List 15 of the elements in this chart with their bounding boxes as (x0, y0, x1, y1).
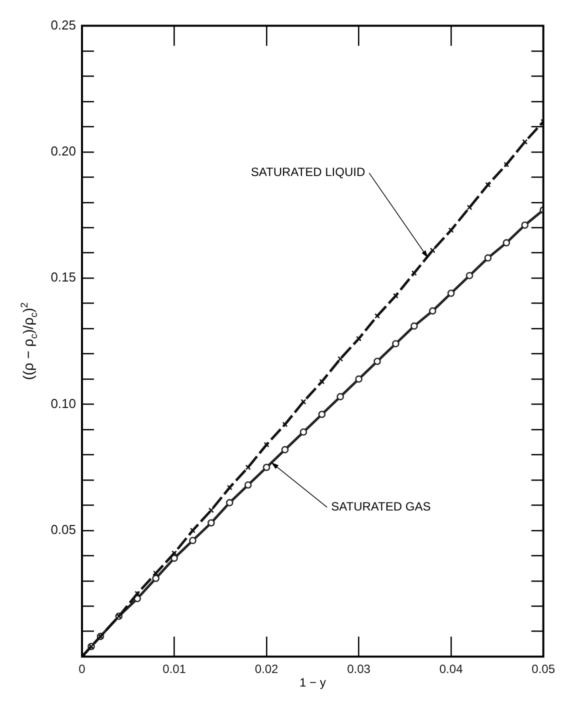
x-tick-label: 0.02 (254, 662, 279, 676)
x-tick-label: 0 (78, 662, 86, 676)
annotation: SATURATED LIQUID (250, 165, 366, 180)
x-tick-label: 0.04 (439, 662, 464, 676)
x-axis-title: 1 − y (299, 676, 326, 690)
y-tick-label: 0.25 (50, 17, 76, 32)
x-tick-label: 0.01 (162, 662, 186, 676)
y-tick-label: 0.20 (50, 144, 76, 159)
x-tick-label: 0.05 (532, 662, 556, 676)
y-tick-label: 0.05 (50, 522, 76, 538)
y-tick-label: 0.10 (50, 396, 76, 411)
x-tick-label: 0.03 (347, 662, 371, 676)
y-axis-title: ((ρ − ρc)/ρc)2 (19, 302, 40, 380)
y-tick-label: 0.15 (50, 270, 76, 285)
annotation: SATURATED GAS (331, 500, 431, 514)
